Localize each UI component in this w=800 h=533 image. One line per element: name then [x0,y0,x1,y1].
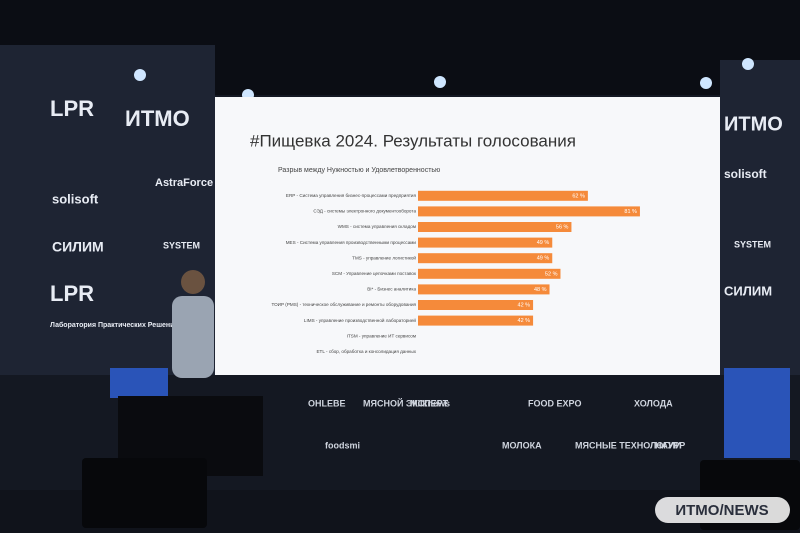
stage-monitor [82,458,207,528]
bar [418,284,550,295]
chart-title: #Пищевка 2024. Результаты голосования [250,131,576,150]
category-label: ITSM - управление ИТ сервисом [347,333,416,338]
logo: solisoft [52,191,99,206]
sponsor: FOOD EXPO [528,398,582,408]
light [134,69,146,81]
light [434,76,446,88]
light [700,77,712,89]
screen [215,97,720,375]
sponsor: ХОЛОДА [634,398,673,408]
light [742,58,754,70]
sponsor: Milknews [410,398,450,408]
plot: ERP - Система управления бизнес-процесса… [271,190,640,354]
category-label: MES - Система управления производственны… [286,240,417,245]
category-label: LIMS - управление производственной лабор… [304,317,417,323]
logo: ИТМО [125,106,190,131]
logo: LPR [50,96,94,121]
logo: Лаборатория Практических Решений [50,321,179,329]
category-label: ERP - Система управления бизнес-процесса… [286,193,417,198]
value-label: 42 % [518,318,531,324]
bar [418,315,534,326]
bar [418,190,588,201]
category-label: TMS - управление логистикой [352,254,416,260]
bar [418,222,572,232]
value-label: 56 % [556,224,569,230]
bar [418,206,640,217]
podium [724,368,790,458]
bar [418,253,553,264]
category-label: СЭД - системы электронного документообор… [313,209,416,214]
podium [110,368,168,398]
logo: СИЛИМ [52,239,104,255]
value-label: 81 % [624,209,637,215]
category-label: ETL - сбор, обработка и консолидация дан… [316,349,416,354]
logo: СИЛИМ [724,283,772,298]
speaker-head [181,270,205,294]
logo: SYSTEM [163,240,200,250]
logo: LPR [50,281,94,306]
sponsor: МЯСНЫЕ ТЕХНОЛОГИИ [575,440,681,450]
speaker-body [172,296,214,378]
sponsor: НАУРР [655,440,685,450]
value-label: 49 % [537,240,550,246]
right-wall [720,60,800,380]
logo: AstraForce [155,177,213,189]
logo: ИТМО [724,113,783,135]
sponsor: foodsmi [325,440,360,450]
sponsor: OHLEBE [308,398,346,408]
value-label: 49 % [537,256,550,262]
watermark: ИТМО/NEWS [675,502,768,519]
logo: solisoft [724,167,767,181]
bar [418,268,561,279]
bar [418,237,553,248]
value-label: 52 % [545,271,558,277]
value-label: 48 % [534,287,547,293]
category-label: BI* - Бизнес аналитика [367,287,416,292]
category-label: ТОИР (PMS) - техническое обслуживание и … [271,302,416,307]
watermark-box [655,497,790,523]
bar [418,300,534,310]
sponsor: МОЛОКА [502,440,542,450]
chart-subtitle: Разрыв между Нужностью и Удовлетвореннос… [278,167,440,174]
category-label: WMS - система управления складом [338,224,416,229]
value-label: 42 % [518,302,531,308]
value-label: 62 % [572,193,585,199]
sponsor: МЯСНОЙ ЭКСПЕРТ [363,397,449,408]
category-label: SCM - Управление цепочками поставок [332,271,417,276]
logo: SYSTEM [734,239,771,249]
